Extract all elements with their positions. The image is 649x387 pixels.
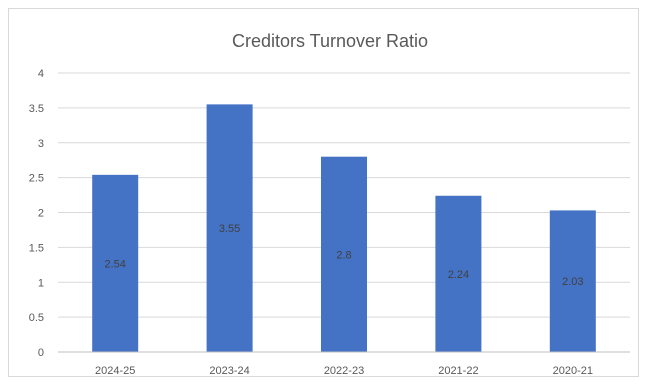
x-tick-label: 2020-21 (553, 365, 593, 377)
y-tick-label: 2 (38, 208, 44, 220)
y-tick-label: 2.5 (29, 173, 44, 185)
x-tick-label: 2024-25 (95, 365, 135, 377)
y-tick-label: 3.5 (29, 103, 44, 115)
x-tick-label: 2022-23 (324, 365, 364, 377)
data-label: 2.8 (336, 249, 351, 261)
y-axis-ticks: 0 0.5 1 1.5 2 2.5 3 3.5 4 (29, 68, 44, 359)
bars (92, 104, 596, 352)
x-tick-label: 2021-22 (438, 365, 478, 377)
x-tick-label: 2023-24 (209, 365, 249, 377)
data-label: 3.55 (219, 223, 240, 235)
y-tick-label: 4 (38, 68, 44, 80)
y-tick-label: 0.5 (29, 312, 44, 324)
data-label: 2.03 (562, 276, 583, 288)
chart-title: Creditors Turnover Ratio (232, 31, 428, 51)
data-label: 2.24 (448, 269, 469, 281)
x-axis-ticks: 2024-25 2023-24 2022-23 2021-22 2020-21 (95, 365, 593, 377)
y-tick-label: 1 (38, 277, 44, 289)
data-label: 2.54 (104, 258, 125, 270)
y-tick-label: 1.5 (29, 242, 44, 254)
y-tick-label: 3 (38, 138, 44, 150)
y-tick-label: 0 (38, 347, 44, 359)
